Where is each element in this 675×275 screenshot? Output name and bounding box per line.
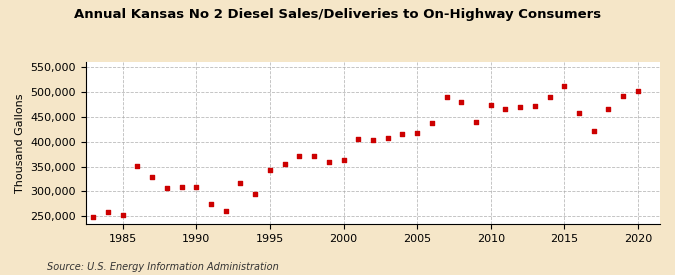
Point xyxy=(235,180,246,185)
Point xyxy=(103,210,113,214)
Point xyxy=(470,120,481,124)
Point xyxy=(441,95,452,99)
Point xyxy=(176,184,187,189)
Point xyxy=(146,174,157,179)
Text: Source: U.S. Energy Information Administration: Source: U.S. Energy Information Administ… xyxy=(47,262,279,272)
Point xyxy=(589,129,599,133)
Point xyxy=(456,100,466,104)
Point xyxy=(132,163,143,168)
Point xyxy=(632,89,643,93)
Point xyxy=(529,104,540,108)
Point xyxy=(220,209,231,214)
Point xyxy=(279,162,290,166)
Point xyxy=(500,107,511,112)
Point xyxy=(353,137,364,141)
Point xyxy=(323,160,334,164)
Point xyxy=(294,153,304,158)
Point xyxy=(265,168,275,172)
Point xyxy=(559,83,570,88)
Point xyxy=(412,131,423,135)
Point xyxy=(618,93,628,98)
Point xyxy=(515,105,526,109)
Point xyxy=(574,111,585,115)
Point xyxy=(206,202,217,206)
Point xyxy=(485,103,496,108)
Point xyxy=(191,185,202,190)
Point xyxy=(382,136,393,140)
Text: Annual Kansas No 2 Diesel Sales/Deliveries to On-Highway Consumers: Annual Kansas No 2 Diesel Sales/Deliveri… xyxy=(74,8,601,21)
Point xyxy=(117,213,128,218)
Point xyxy=(161,186,172,191)
Point xyxy=(88,215,99,219)
Point xyxy=(427,121,437,125)
Point xyxy=(397,132,408,136)
Point xyxy=(603,107,614,112)
Point xyxy=(308,153,319,158)
Point xyxy=(544,95,555,99)
Point xyxy=(368,138,379,142)
Y-axis label: Thousand Gallons: Thousand Gallons xyxy=(15,93,25,193)
Point xyxy=(338,158,349,162)
Point xyxy=(250,192,261,196)
